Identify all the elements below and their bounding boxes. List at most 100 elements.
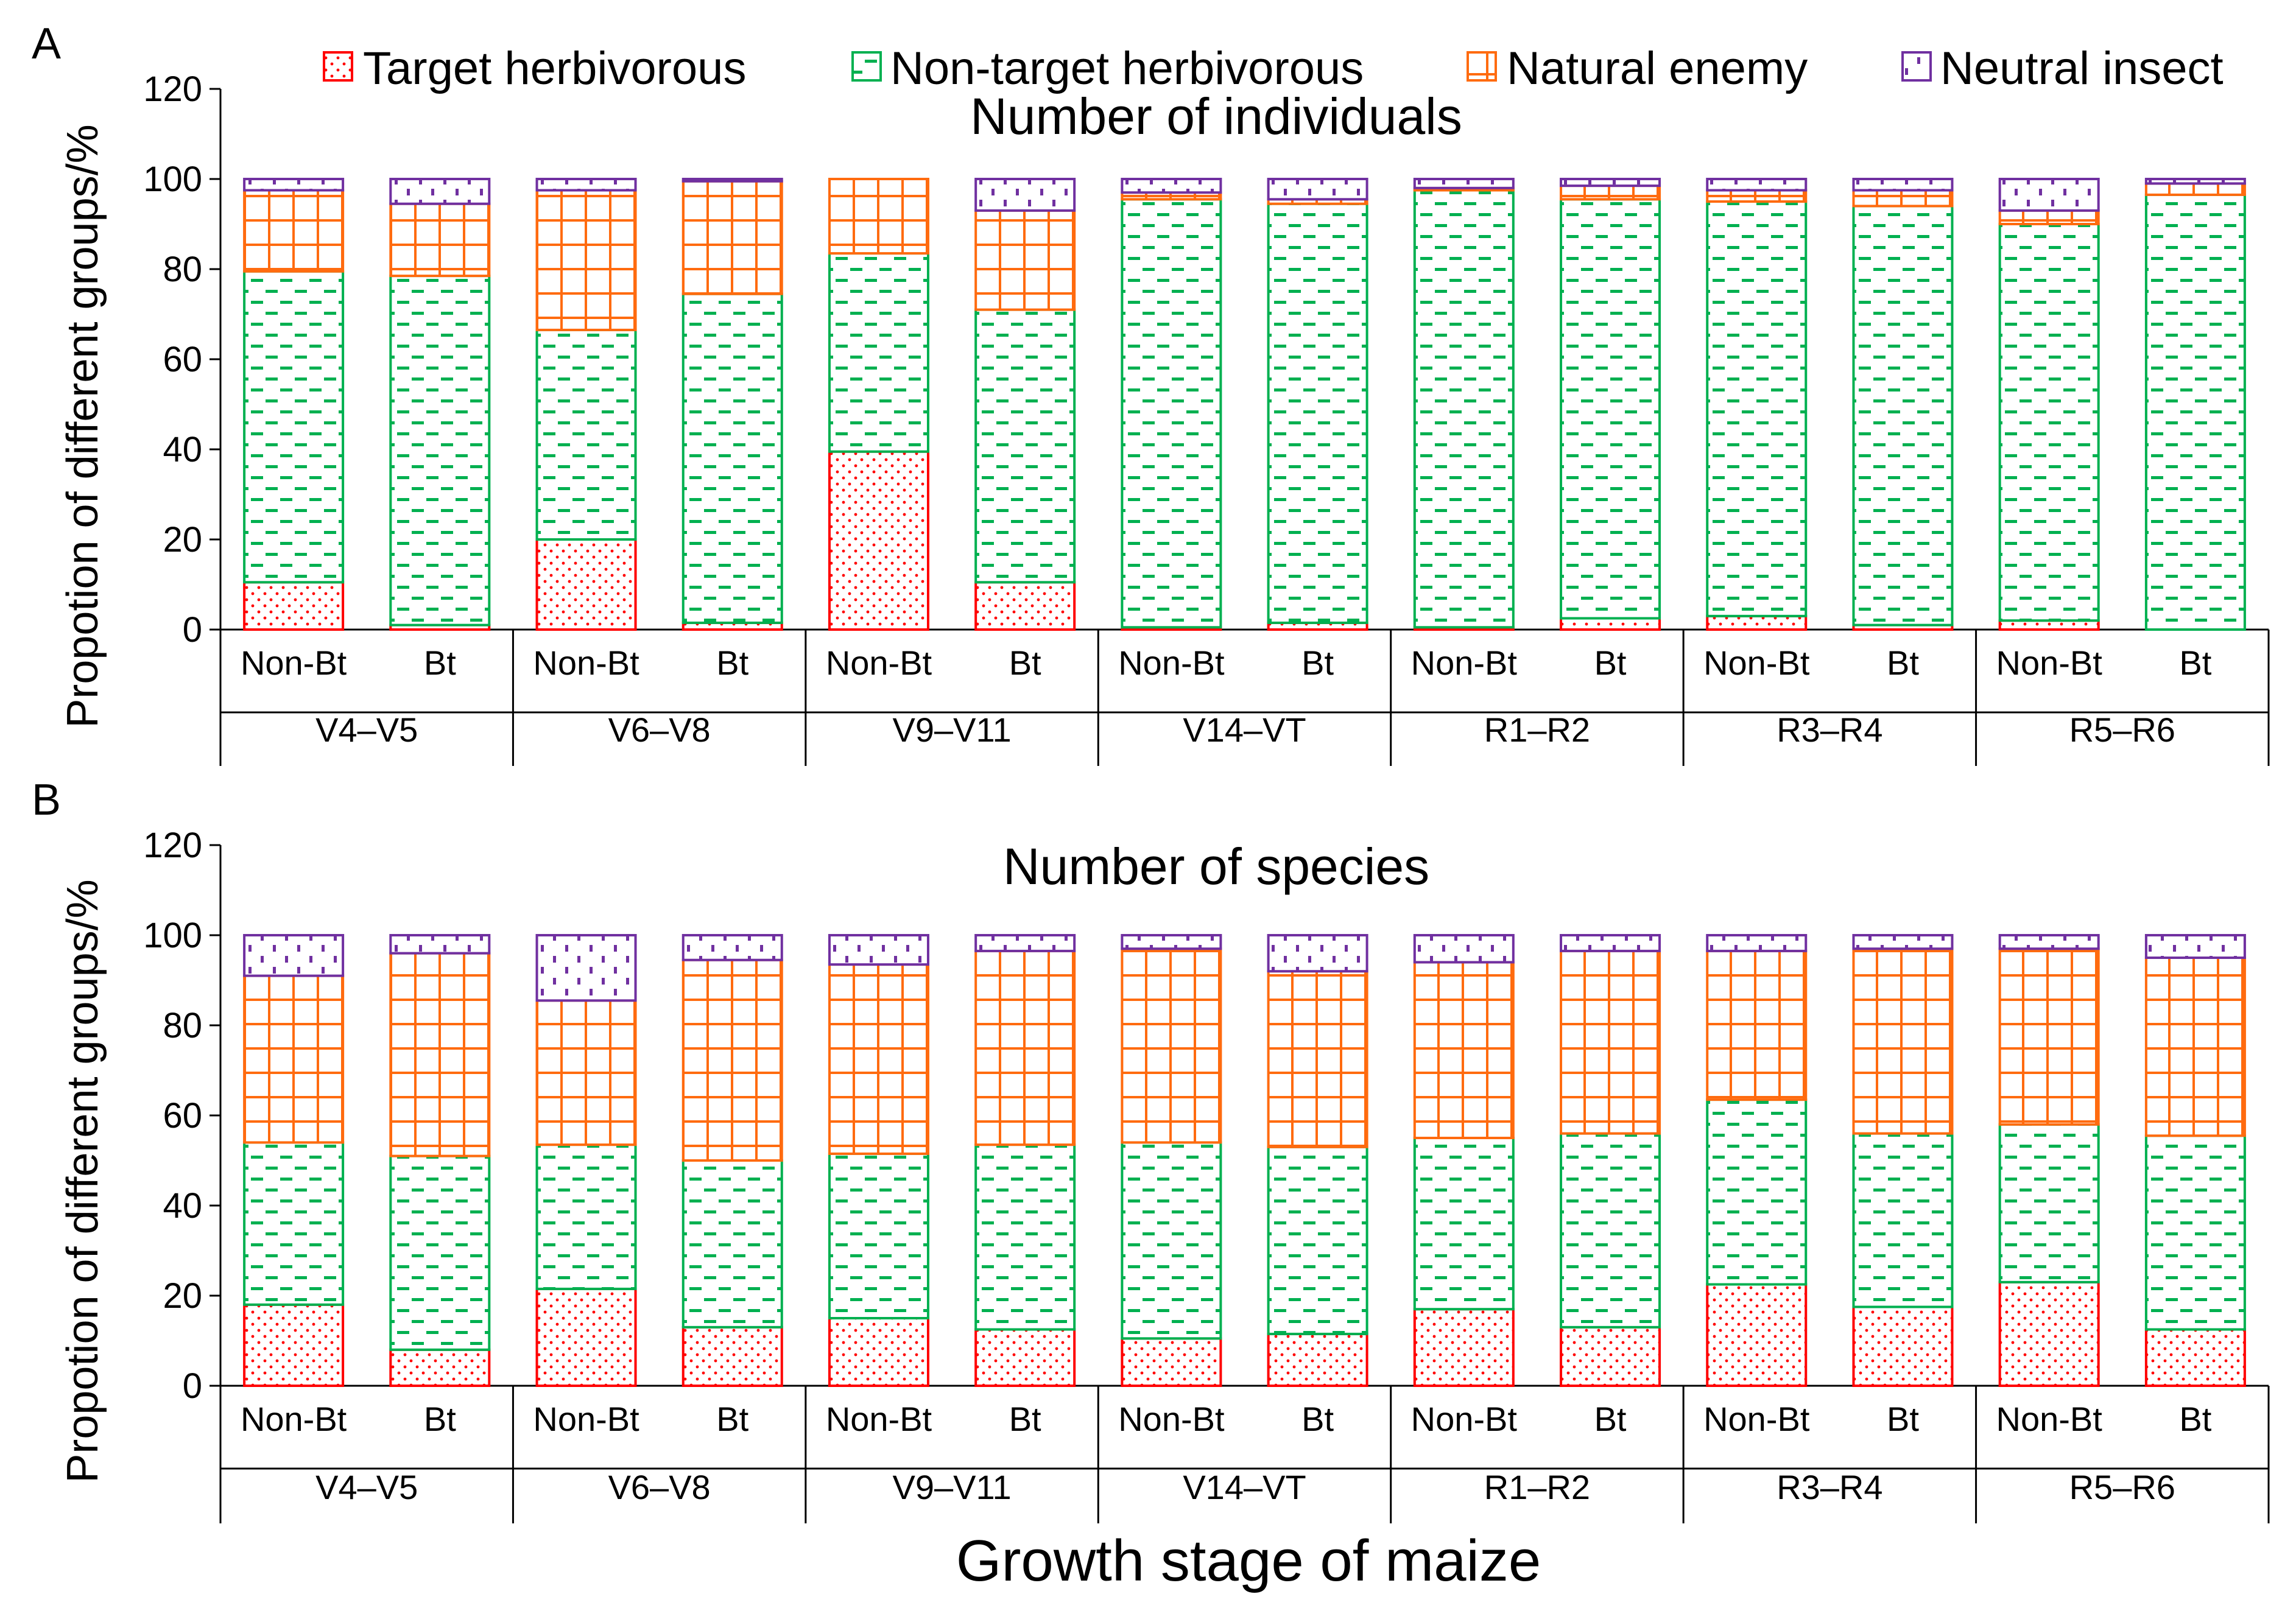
legend-label-neutral: Neutral insect bbox=[1940, 43, 2224, 94]
bar-segment-nontarget bbox=[1560, 1132, 1661, 1329]
bar-segment-nontarget bbox=[535, 328, 637, 541]
y-tick-label: 0 bbox=[183, 1366, 202, 1406]
category-label: Bt bbox=[424, 1400, 456, 1438]
legend-swatch-enemy bbox=[1467, 51, 1497, 82]
bar-segment-target bbox=[1998, 1280, 2100, 1388]
bar-segment-neutral bbox=[1852, 178, 1954, 192]
bar-segment-enemy bbox=[681, 958, 783, 1162]
group-label: R5–R6 bbox=[2069, 711, 2175, 749]
legend-swatch-target bbox=[323, 51, 353, 82]
bar-segment-neutral bbox=[243, 178, 345, 192]
panel-a: A Number of individuals Propotion of diffe… bbox=[32, 19, 2270, 766]
bar-segment-neutral bbox=[1998, 178, 2100, 212]
category-label: Bt bbox=[2179, 1400, 2211, 1438]
bar-segment-neutral bbox=[535, 178, 637, 192]
group-label: V14–VT bbox=[1183, 1468, 1306, 1506]
y-tick-label: 120 bbox=[143, 69, 202, 109]
y-tick-label: 80 bbox=[163, 1006, 202, 1045]
group-label: V9–V11 bbox=[893, 711, 1012, 749]
bar-segment-target bbox=[243, 581, 345, 631]
y-tick-label: 40 bbox=[163, 1186, 202, 1226]
bar-segment-neutral bbox=[1267, 934, 1368, 973]
bar-segment-nontarget bbox=[1121, 198, 1222, 629]
bar-segment-neutral bbox=[2144, 934, 2246, 959]
panel-b: B Number of species Propotion of different… bbox=[32, 776, 2270, 1523]
bar-segment-neutral bbox=[828, 934, 929, 966]
category-label: Bt bbox=[1887, 644, 1919, 682]
legend-entry-neutral: Neutral insect bbox=[1901, 43, 2224, 94]
category-label: Bt bbox=[1887, 1400, 1919, 1438]
y-tick-label: 100 bbox=[143, 160, 202, 199]
bar-segment-neutral bbox=[1706, 934, 1808, 952]
y-tick-label: 20 bbox=[163, 520, 202, 560]
bar-segment-nontarget bbox=[1852, 205, 1954, 627]
panel-title: Number of individuals bbox=[970, 88, 1462, 145]
y-tick-label: 80 bbox=[163, 250, 202, 289]
bar-segment-neutral bbox=[974, 178, 1076, 212]
bar-segment-neutral bbox=[681, 934, 783, 961]
bar-segment-nontarget bbox=[389, 275, 491, 627]
bar-segment-target bbox=[974, 1328, 1076, 1387]
bar-segment-nontarget bbox=[974, 308, 1076, 584]
bar-segment-target bbox=[2144, 1328, 2246, 1387]
bar-segment-target bbox=[535, 538, 637, 631]
category-label: Bt bbox=[716, 1400, 748, 1438]
group-label: R1–R2 bbox=[1484, 711, 1590, 749]
category-label: Bt bbox=[1009, 1400, 1041, 1438]
bar-segment-neutral bbox=[2144, 178, 2246, 185]
bar-segment-nontarget bbox=[974, 1143, 1076, 1331]
bar-segment-enemy bbox=[974, 209, 1076, 311]
bar-segment-enemy bbox=[535, 189, 637, 331]
bar-segment-neutral bbox=[535, 934, 637, 1002]
bar-segment-nontarget bbox=[1267, 202, 1368, 624]
bar-segment-enemy bbox=[2144, 182, 2246, 196]
bar-segment-enemy bbox=[2144, 957, 2246, 1137]
bar-segment-neutral bbox=[1413, 934, 1515, 964]
bar-segment-enemy bbox=[974, 949, 1076, 1146]
y-tick-label: 120 bbox=[143, 826, 202, 865]
legend-swatch-nontarget bbox=[851, 51, 882, 82]
y-tick-label: 20 bbox=[163, 1276, 202, 1316]
bar-segment-neutral bbox=[1267, 178, 1368, 201]
category-label: Non-Bt bbox=[1118, 644, 1225, 682]
bar-segment-neutral bbox=[1998, 934, 2100, 950]
bar-segment-nontarget bbox=[243, 270, 345, 584]
category-label: Bt bbox=[2179, 644, 2211, 682]
bar-segment-neutral bbox=[243, 934, 345, 977]
bar-segment-target bbox=[535, 1287, 637, 1387]
bar-segment-neutral bbox=[1560, 178, 1661, 188]
panel-title: Number of species bbox=[1003, 838, 1429, 895]
bar-segment-enemy bbox=[1852, 947, 1954, 1135]
bar-segment-target bbox=[1560, 1325, 1661, 1388]
bar-segment-nontarget bbox=[1560, 198, 1661, 620]
bar-segment-nontarget bbox=[243, 1141, 345, 1306]
group-label: R3–R4 bbox=[1777, 1468, 1882, 1506]
bar-segment-nontarget bbox=[1413, 189, 1515, 629]
bar-segment-neutral bbox=[1121, 178, 1222, 194]
category-label: Bt bbox=[716, 644, 748, 682]
category-label: Non-Bt bbox=[1996, 1400, 2103, 1438]
bar-segment-nontarget bbox=[1852, 1132, 1954, 1308]
bar-segment-target bbox=[1998, 619, 2100, 631]
legend-entry-target: Target herbivorous bbox=[323, 43, 746, 94]
category-label: Non-Bt bbox=[533, 644, 639, 682]
bar-segment-enemy bbox=[243, 189, 345, 273]
bar-segment-target bbox=[1121, 1337, 1222, 1388]
bar-segment-enemy bbox=[1121, 947, 1222, 1144]
y-axis-label: Propotion of different groups/% bbox=[58, 879, 107, 1483]
category-label: Bt bbox=[424, 644, 456, 682]
group-label: R1–R2 bbox=[1484, 1468, 1590, 1506]
group-label: V6–V8 bbox=[608, 1468, 711, 1506]
group-label: R5–R6 bbox=[2069, 1468, 2175, 1506]
bar-segment-neutral bbox=[974, 934, 1076, 952]
bar-segment-target bbox=[1560, 617, 1661, 631]
bar-segment-target bbox=[1267, 1332, 1368, 1387]
bar-segment-enemy bbox=[681, 180, 783, 295]
bar-segment-nontarget bbox=[2144, 1134, 2246, 1331]
bar-segment-nontarget bbox=[1706, 1098, 1808, 1286]
bar-segment-neutral bbox=[681, 178, 783, 183]
bar-segment-neutral bbox=[1706, 178, 1808, 192]
bar-segment-target bbox=[828, 1317, 929, 1387]
category-label: Non-Bt bbox=[241, 1400, 347, 1438]
